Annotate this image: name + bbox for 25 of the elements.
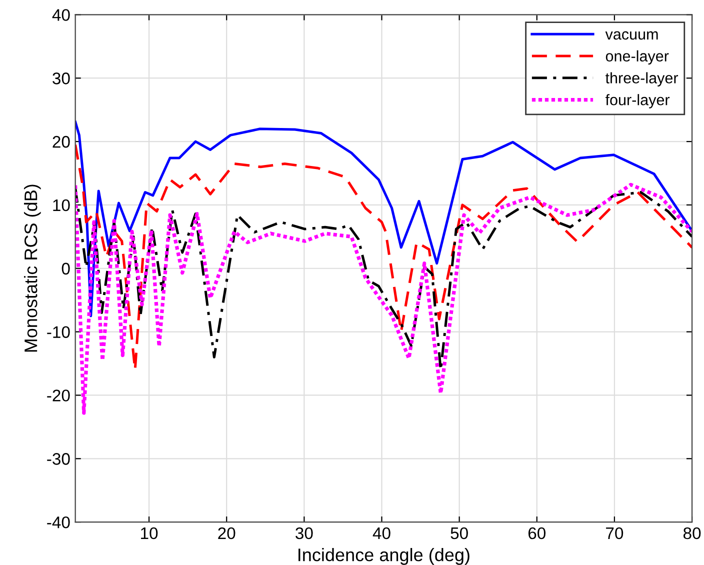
y-tick-label: -40 [47,516,70,528]
y-tick-label: 40 [52,9,70,21]
legend-label: one-layer [606,50,669,65]
x-tick-label: 80 [683,527,701,540]
x-tick-label: 40 [372,527,390,540]
y-tick-label: 20 [52,136,70,148]
legend-label: four-layer [605,94,670,108]
legend-label: three-layer [605,72,678,86]
x-tick-label: 70 [606,527,624,540]
line-series [75,120,692,318]
y-tick-label: -30 [47,453,70,465]
x-tick-label: 10 [141,527,158,540]
x-tick-label: 60 [528,527,546,540]
y-tick-label: -10 [47,326,70,338]
y-tick-label: 0 [62,262,70,275]
x-tick-label: 30 [296,527,313,540]
y-tick-label: 30 [52,72,70,84]
line-series [75,182,692,415]
y-tick-label: 10 [53,199,70,212]
y-axis-title: Monostatic RCS (dB) [24,184,41,352]
x-tick-label: 20 [218,527,236,540]
x-axis-title: Incidence angle (deg) [298,548,470,565]
x-tick-label: 50 [450,527,468,540]
legend-label: vacuum [605,31,658,40]
y-tick-label: -20 [47,390,70,402]
